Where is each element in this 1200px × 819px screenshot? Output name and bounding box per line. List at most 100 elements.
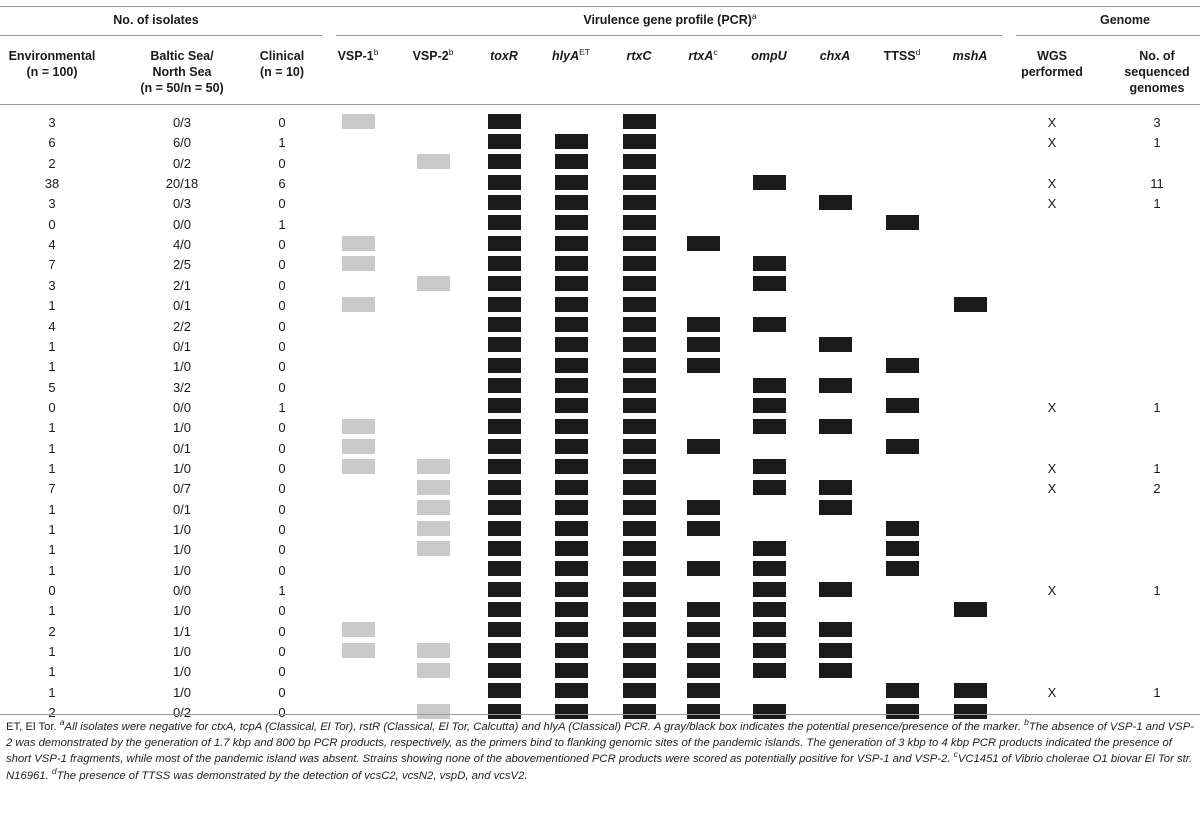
marker-ompu-present (752, 622, 786, 638)
marker-ompu-present (752, 581, 786, 597)
column-header-wgs: WGS performed (1012, 48, 1092, 80)
marker-hlya-present (554, 378, 588, 394)
cell-clin: 1 (278, 399, 286, 415)
footnote-d: The presence of TTSS was demonstrated by… (56, 769, 528, 782)
column-header-clin: Clinical (n = 10) (247, 48, 317, 80)
marker-rtxc-present (622, 520, 656, 536)
group-header-isolates: No. of isolates (113, 13, 199, 27)
marker-rtxc-present (622, 337, 656, 353)
cell-env: 3 (48, 277, 56, 293)
marker-rtxc-present (622, 479, 656, 495)
column-header-env: Environmental (n = 100) (0, 48, 107, 80)
marker-vsp2-potential (416, 540, 450, 556)
marker-rtxc-present (622, 317, 656, 332)
marker-chxa-present (818, 418, 852, 434)
marker-ttss-present (885, 683, 919, 699)
cell-wgs: X (1047, 115, 1057, 130)
marker-rtxc-present (622, 581, 656, 597)
column-header-ttss-sup: d (915, 46, 921, 57)
cell-env: 1 (48, 684, 56, 700)
marker-ttss-present (885, 561, 919, 577)
marker-hlya-present (554, 683, 588, 699)
marker-msha-present (953, 703, 987, 719)
marker-rtxc-present (622, 439, 656, 455)
marker-toxr-present (487, 459, 521, 475)
marker-ttss-present (885, 520, 919, 536)
cell-wgs: X (1047, 135, 1057, 151)
cell-env: 1 (48, 420, 56, 436)
marker-vsp2-potential (416, 479, 450, 495)
cell-env: 1 (48, 562, 56, 578)
marker-rtxc-present (622, 703, 656, 719)
marker-rtxc-present (622, 601, 656, 617)
cell-clin: 0 (278, 338, 286, 354)
marker-chxa-present (818, 662, 852, 678)
marker-rtxa-present (686, 439, 720, 455)
column-header-vsp1-sup: b (373, 46, 379, 57)
marker-msha-present (953, 601, 987, 617)
marker-rtxa-present (686, 317, 720, 332)
marker-hlya-present (554, 479, 588, 495)
footnote-b: The absence of VSP-1 and VSP-2 was demon… (6, 721, 1195, 766)
cell-env: 38 (44, 176, 60, 192)
marker-rtxa-present (686, 601, 720, 617)
cell-baltic: 6/0 (172, 135, 192, 151)
cell-clin: 0 (278, 379, 286, 395)
marker-ompu-present (752, 174, 786, 190)
marker-vsp1-potential (341, 459, 375, 475)
marker-rtxc-present (622, 357, 656, 373)
marker-hlya-present (554, 601, 588, 617)
cell-clin: 0 (278, 562, 286, 578)
marker-vsp2-potential (416, 459, 450, 475)
cell-wgs: X (1047, 684, 1057, 700)
marker-ttss-present (885, 540, 919, 556)
marker-hlya-present (554, 154, 588, 170)
marker-toxr-present (487, 520, 521, 536)
marker-toxr-present (487, 215, 521, 231)
column-header-msha-line: mshA (952, 49, 988, 63)
marker-toxr-present (487, 276, 521, 292)
marker-rtxa-present (686, 683, 720, 699)
marker-toxr-present (487, 296, 521, 312)
column-header-baltic: Baltic Sea/North Sea (n = 50/n = 50) (117, 48, 247, 96)
cell-baltic: 0/0 (172, 583, 192, 599)
marker-hlya-present (554, 357, 588, 373)
marker-vsp1-potential (341, 255, 375, 271)
marker-toxr-present (487, 622, 521, 638)
cell-baltic: 0/3 (172, 115, 192, 130)
marker-rtxa-present (686, 662, 720, 678)
table-footnote: ET, El Tor. aAll isolates were negative … (6, 718, 1196, 784)
group-header-virulence: Virulence gene profile (PCR)a (520, 12, 820, 28)
column-header-ttss-line: TTSS (883, 49, 916, 63)
cell-baltic: 1/0 (172, 460, 192, 476)
header-rule (0, 104, 1200, 105)
marker-toxr-present (487, 378, 521, 394)
cell-clin: 0 (278, 257, 286, 273)
marker-chxa-present (818, 479, 852, 495)
marker-hlya-present (554, 540, 588, 556)
column-header-nseq-line: genomes (1129, 81, 1185, 95)
cell-env: 0 (48, 583, 56, 599)
marker-toxr-present (487, 683, 521, 699)
marker-rtxc-present (622, 235, 656, 251)
cell-clin: 0 (278, 420, 286, 436)
column-header-vsp2-sup: b (448, 46, 454, 57)
marker-msha-present (953, 296, 987, 312)
cell-baltic: 1/0 (172, 562, 192, 578)
column-header-rtxa-sup: c (713, 46, 718, 57)
footnote-d-mark: d (51, 765, 57, 776)
marker-rtxc-present (622, 500, 656, 516)
marker-hlya-present (554, 255, 588, 271)
cell-env: 1 (48, 603, 56, 619)
cell-nseq: 1 (1153, 135, 1161, 151)
marker-rtxc-present (622, 154, 656, 170)
cell-clin: 0 (278, 460, 286, 476)
cell-env: 1 (48, 542, 56, 558)
marker-hlya-present (554, 174, 588, 190)
marker-ompu-present (752, 561, 786, 577)
marker-vsp1-potential (341, 439, 375, 455)
marker-hlya-present (554, 133, 588, 149)
column-header-msha: mshA (940, 48, 1000, 64)
header-rule (1016, 35, 1200, 36)
